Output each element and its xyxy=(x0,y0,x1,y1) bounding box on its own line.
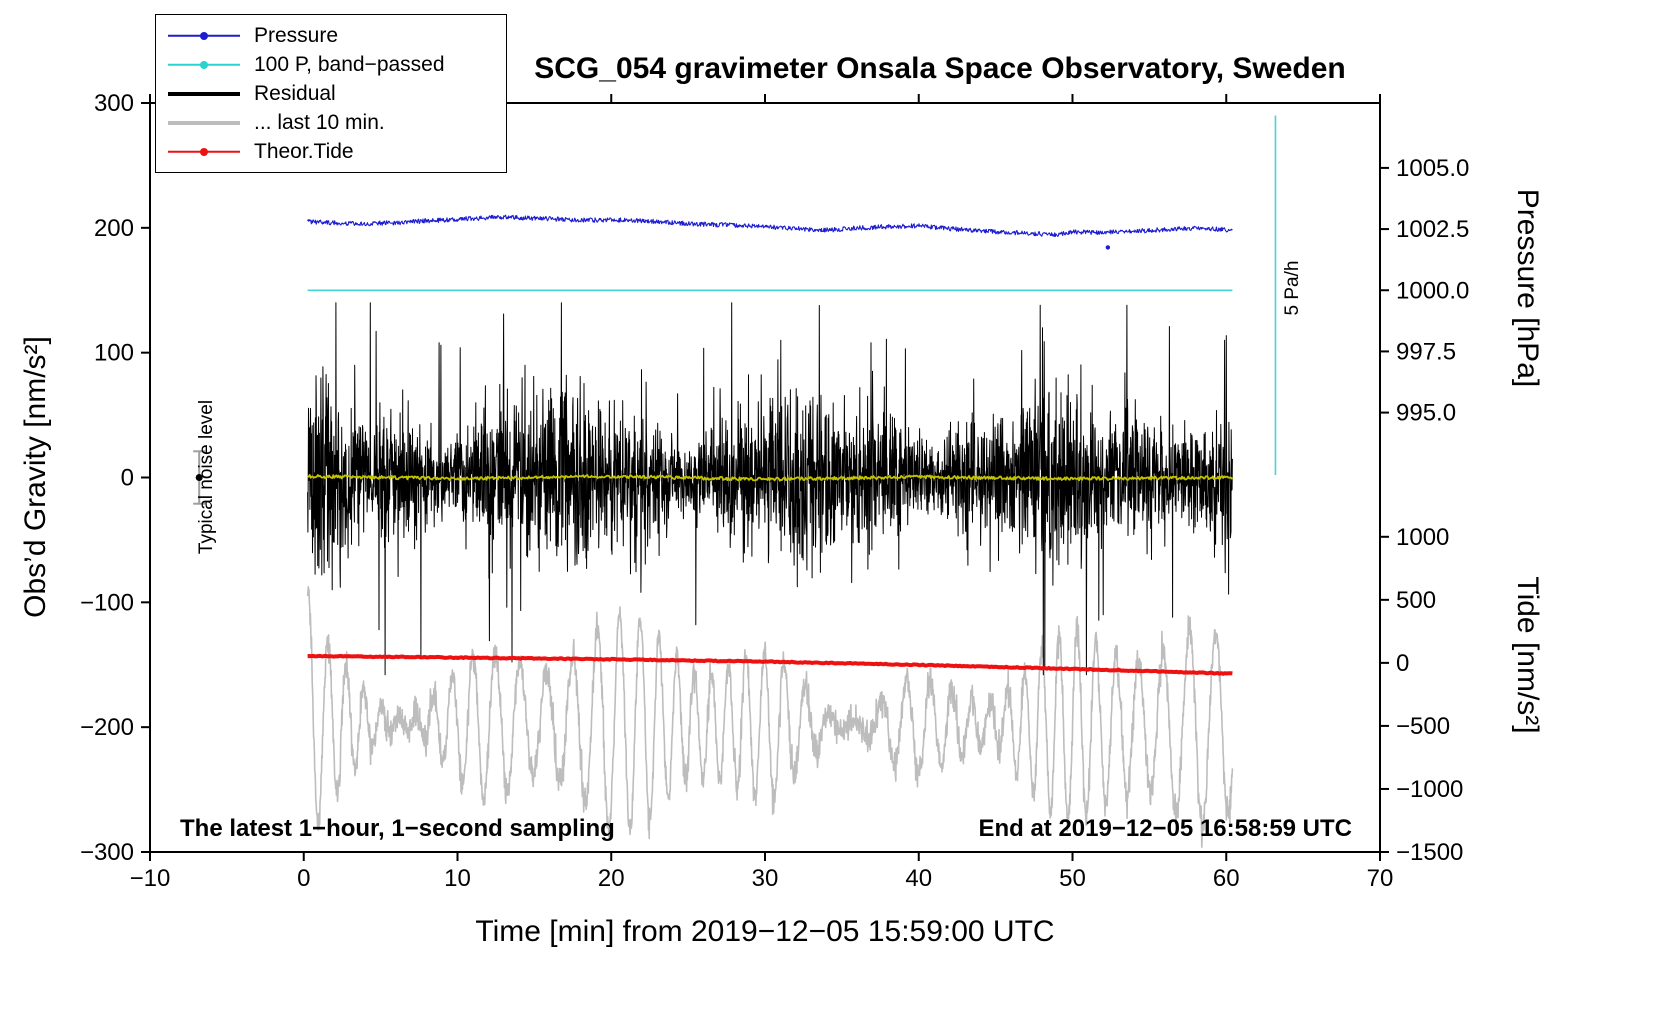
legend-item--last-10-min-: ... last 10 min. xyxy=(156,108,506,137)
tick-label: 50 xyxy=(1059,865,1086,892)
pressure-rate-scale-label: 5 Pa/h xyxy=(1282,260,1303,316)
tick-label: −100 xyxy=(80,589,134,616)
noise-level-dot xyxy=(195,474,203,481)
tick-label: 1005.0 xyxy=(1396,155,1469,182)
tick-label: −10 xyxy=(130,865,171,892)
tick-label: 1000 xyxy=(1396,524,1449,551)
typical-noise-level-label: Typical noise level xyxy=(196,399,217,555)
legend-marker-icon xyxy=(168,85,240,103)
tick-label: −1500 xyxy=(1396,839,1463,866)
legend-marker-icon xyxy=(168,56,240,74)
tick-label: −300 xyxy=(80,839,134,866)
series-band-passed-pressure xyxy=(307,473,1234,482)
legend-item-residual: Residual xyxy=(156,79,506,108)
legend-marker-icon xyxy=(168,143,240,161)
series-residual xyxy=(307,302,1233,676)
tick-label: 0 xyxy=(121,465,134,492)
tick-label: 10 xyxy=(444,865,471,892)
legend-item-100-p-band-passed: 100 P, band−passed xyxy=(156,50,506,79)
legend-marker-icon xyxy=(168,27,240,45)
legend-label: Pressure xyxy=(254,23,339,47)
end-time-note: End at 2019−12−05 16:58:59 UTC xyxy=(978,815,1352,842)
legend-marker-icon xyxy=(168,114,240,132)
tick-label: −200 xyxy=(80,714,134,741)
tick-label: 60 xyxy=(1213,865,1240,892)
legend: Pressure 100 P, band−passed Residual ... la… xyxy=(155,14,507,173)
tick-label: 1000.0 xyxy=(1396,277,1469,304)
tick-label: 1002.5 xyxy=(1396,216,1469,243)
legend-label: Residual xyxy=(254,81,336,105)
legend-item-theor-tide: Theor.Tide xyxy=(156,137,506,166)
tick-label: 30 xyxy=(752,865,779,892)
tick-label: 70 xyxy=(1367,865,1394,892)
tick-label: 995.0 xyxy=(1396,400,1456,427)
tick-label: 300 xyxy=(94,90,134,117)
series-pressure xyxy=(307,214,1233,238)
tick-label: 997.5 xyxy=(1396,338,1456,365)
tick-label: 0 xyxy=(297,865,310,892)
tick-label: −1000 xyxy=(1396,776,1463,803)
tick-label: 40 xyxy=(905,865,932,892)
series-theoretical-tide xyxy=(307,653,1233,676)
sampling-note: The latest 1−hour, 1−second sampling xyxy=(180,815,615,842)
tick-label: 500 xyxy=(1396,587,1436,614)
tick-label: 20 xyxy=(598,865,625,892)
tick-label: 0 xyxy=(1396,650,1409,677)
series-residual-last-10-min xyxy=(306,585,1234,848)
legend-label: 100 P, band−passed xyxy=(254,52,445,76)
tide-axis-label: Tide [nm/s²] xyxy=(1511,576,1544,734)
pressure-axis-label: Pressure [hPa] xyxy=(1511,188,1544,388)
series-pressure-outlier xyxy=(1105,245,1111,250)
tick-label: 100 xyxy=(94,340,134,367)
tick-label: −500 xyxy=(1396,713,1450,740)
chart-title: SCG_054 gravimeter Onsala Space Observat… xyxy=(534,52,1346,85)
gravity-axis-label: Obs’d Gravity [nm/s²] xyxy=(19,336,52,618)
tick-label: 200 xyxy=(94,215,134,242)
x-axis-label: Time [min] from 2019−12−05 15:59:00 UTC xyxy=(475,915,1055,948)
legend-label: ... last 10 min. xyxy=(254,110,385,134)
legend-label: Theor.Tide xyxy=(254,139,354,163)
legend-item-pressure: Pressure xyxy=(156,21,506,50)
